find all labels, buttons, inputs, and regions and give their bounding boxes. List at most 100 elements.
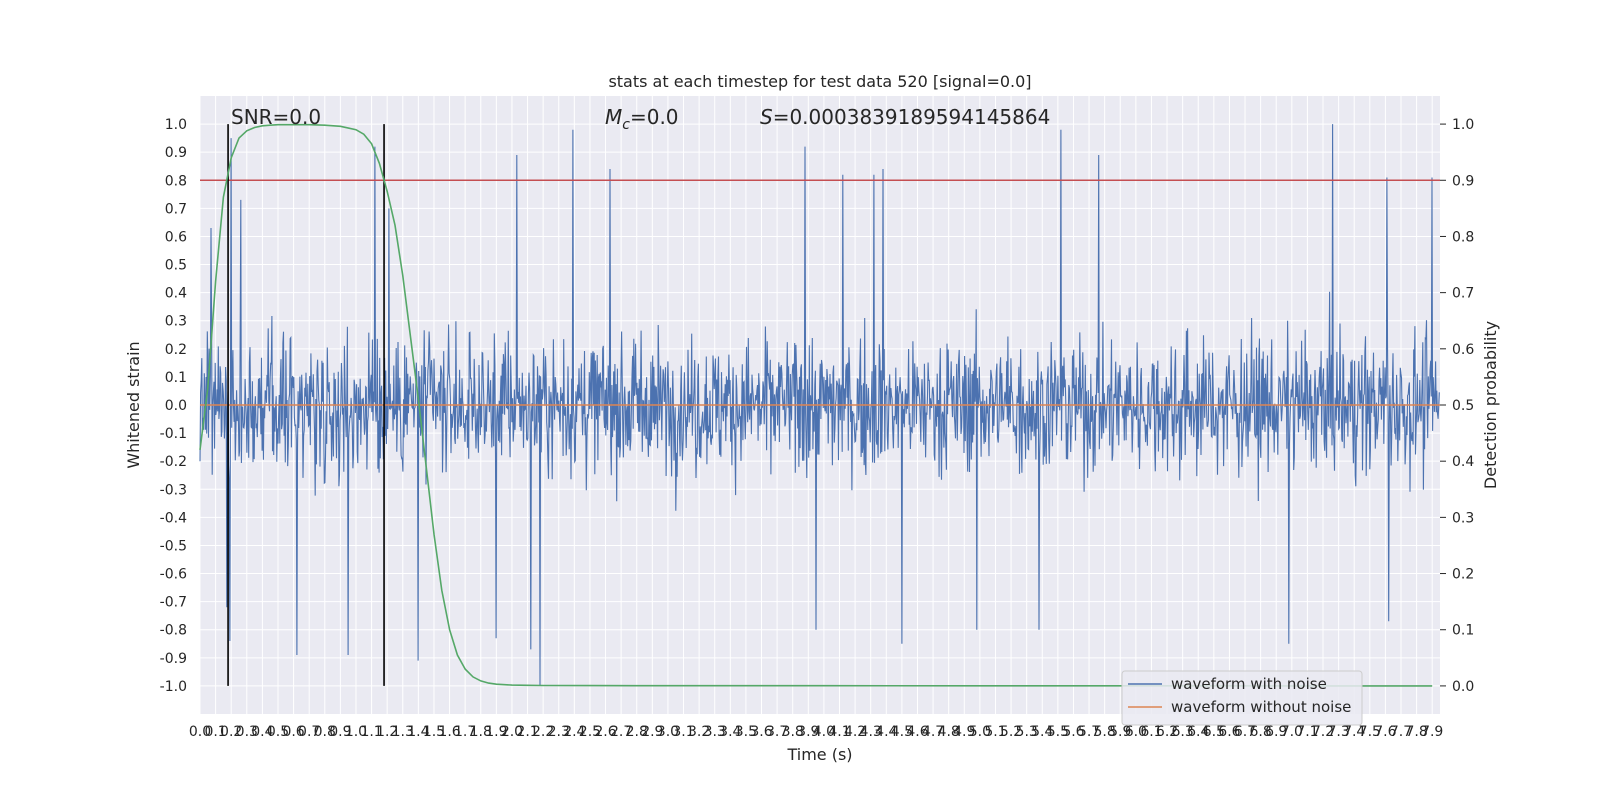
y-axis-ticks: 1.0 0.9 0.8 0.7 0.6 0.5 0.4 0.3 0.2 0.1 0.0 -0.1 -0.… bbox=[160, 117, 187, 695]
x-tick-label: 4.4 bbox=[875, 724, 897, 740]
y-tick-label: -1.0 bbox=[160, 679, 187, 695]
chirp-mass-symbol: M bbox=[605, 105, 622, 129]
x-tick-label: 1.3 bbox=[392, 724, 414, 740]
x-tick-label: 6.6 bbox=[1218, 724, 1240, 740]
y-tick-label: -0.1 bbox=[160, 426, 187, 442]
x-tick-label: 6.5 bbox=[1203, 724, 1225, 740]
x-tick-label: 6.8 bbox=[1249, 724, 1271, 740]
x-tick-label: 0.9 bbox=[329, 724, 351, 740]
x-tick-label: 7.8 bbox=[1405, 724, 1427, 740]
noisy-waveform-path bbox=[199, 124, 1440, 686]
x-tick-label: 5.0 bbox=[969, 724, 991, 740]
y2-tick-label: 0.8 bbox=[1452, 229, 1474, 245]
x-tick-label: 7.7 bbox=[1390, 724, 1412, 740]
x-tick-label: 5.9 bbox=[1109, 724, 1131, 740]
y2-tick-label: 0.0 bbox=[1452, 679, 1474, 695]
x-tick-label: 4.5 bbox=[891, 724, 913, 740]
statistic-symbol: S bbox=[760, 105, 773, 129]
y-tick-label: -0.7 bbox=[160, 595, 187, 611]
chart-title: stats at each timestep for test data 520… bbox=[608, 72, 1031, 91]
x-tick-label: 2.8 bbox=[626, 724, 648, 740]
x-tick-label: 5.7 bbox=[1078, 724, 1100, 740]
legend-label-clean: waveform without noise bbox=[1171, 698, 1351, 716]
x-axis-label: Time (s) bbox=[786, 745, 852, 764]
x-tick-label: 5.3 bbox=[1016, 724, 1038, 740]
y-axis-label: Whitened strain bbox=[124, 341, 143, 468]
y-tick-label: 0.2 bbox=[165, 342, 187, 358]
x-axis-ticks: 0.00.10.20.30.40.50.60.70.80.91.01.11.21… bbox=[189, 724, 1443, 740]
y2-tick-label: 0.4 bbox=[1452, 454, 1474, 470]
x-tick-label: 4.0 bbox=[813, 724, 835, 740]
x-tick-label: 5.2 bbox=[1000, 724, 1022, 740]
x-tick-label: 7.4 bbox=[1343, 724, 1365, 740]
x-tick-label: 3.4 bbox=[719, 724, 741, 740]
x-tick-label: 5.1 bbox=[984, 724, 1006, 740]
y2-tick-label: 0.7 bbox=[1452, 286, 1474, 302]
x-tick-label: 7.1 bbox=[1296, 724, 1318, 740]
y-tick-label: -0.5 bbox=[160, 538, 187, 554]
y2-axis-label: Detection probability bbox=[1481, 321, 1500, 489]
y-tick-label: 0.9 bbox=[165, 145, 187, 161]
x-tick-label: 1.0 bbox=[345, 724, 367, 740]
x-tick-label: 1.4 bbox=[407, 724, 429, 740]
x-tick-label: 6.4 bbox=[1187, 724, 1209, 740]
x-tick-label: 0.6 bbox=[282, 724, 304, 740]
x-tick-label: 3.6 bbox=[750, 724, 772, 740]
y-tick-label: 0.6 bbox=[165, 229, 187, 245]
x-tick-label: 2.9 bbox=[641, 724, 663, 740]
y-tick-label: 0.3 bbox=[165, 314, 187, 330]
x-tick-label: 0.3 bbox=[236, 724, 258, 740]
x-tick-label: 1.8 bbox=[470, 724, 492, 740]
x-tick-label: 3.3 bbox=[704, 724, 726, 740]
x-tick-label: 4.2 bbox=[844, 724, 866, 740]
y-tick-label: -0.6 bbox=[160, 567, 187, 583]
marker-lines bbox=[227, 124, 385, 686]
legend-label-noisy: waveform with noise bbox=[1171, 675, 1327, 693]
chirp-mass-subscript: c bbox=[622, 117, 630, 133]
x-tick-label: 5.8 bbox=[1094, 724, 1116, 740]
y-tick-label: 0.1 bbox=[165, 370, 187, 386]
x-tick-label: 5.5 bbox=[1047, 724, 1069, 740]
x-tick-label: 2.1 bbox=[516, 724, 538, 740]
x-tick-label: 6.3 bbox=[1172, 724, 1194, 740]
x-tick-label: 2.6 bbox=[594, 724, 616, 740]
detection-probability-line bbox=[199, 123, 1433, 687]
x-tick-label: 3.9 bbox=[797, 724, 819, 740]
y2-tick-label: 1.0 bbox=[1452, 117, 1474, 133]
y-tick-label: -0.8 bbox=[160, 623, 187, 639]
y-tick-label: -0.2 bbox=[160, 454, 187, 470]
x-tick-label: 1.9 bbox=[485, 724, 507, 740]
x-tick-label: 1.2 bbox=[376, 724, 398, 740]
y-tick-label: 0.4 bbox=[165, 286, 187, 302]
y-tick-label: -0.4 bbox=[160, 510, 187, 526]
x-tick-label: 3.1 bbox=[672, 724, 694, 740]
x-tick-label: 6.2 bbox=[1156, 724, 1178, 740]
y2-tick-label: 0.1 bbox=[1452, 623, 1474, 639]
x-tick-label: 1.1 bbox=[360, 724, 382, 740]
x-tick-label: 6.7 bbox=[1234, 724, 1256, 740]
chirp-mass-annotation: Mc=0.0 bbox=[605, 105, 679, 133]
x-tick-label: 1.5 bbox=[423, 724, 445, 740]
x-tick-label: 2.7 bbox=[610, 724, 632, 740]
x-tick-label: 3.7 bbox=[766, 724, 788, 740]
x-tick-label: 4.1 bbox=[828, 724, 850, 740]
y2-tick-label: 0.9 bbox=[1452, 173, 1474, 189]
y2-tick-label: 0.2 bbox=[1452, 567, 1474, 583]
x-tick-label: 5.4 bbox=[1031, 724, 1053, 740]
y2-axis-ticks: 1.0 0.9 0.8 0.7 0.6 0.5 0.4 0.3 0.2 0.1 0.0 bbox=[1440, 117, 1474, 695]
chirp-mass-value: =0.0 bbox=[630, 105, 679, 129]
y-tick-label: -0.3 bbox=[160, 482, 187, 498]
y2-tick-label: 0.3 bbox=[1452, 510, 1474, 526]
legend: waveform with noise waveform without noi… bbox=[1121, 670, 1363, 726]
x-tick-label: 4.7 bbox=[922, 724, 944, 740]
x-tick-label: 3.8 bbox=[782, 724, 804, 740]
y2-tick-label: 0.5 bbox=[1452, 398, 1474, 414]
x-tick-label: 7.2 bbox=[1312, 724, 1334, 740]
x-tick-label: 4.3 bbox=[860, 724, 882, 740]
x-tick-label: 3.0 bbox=[657, 724, 679, 740]
x-tick-label: 3.2 bbox=[688, 724, 710, 740]
x-tick-label: 6.0 bbox=[1125, 724, 1147, 740]
x-tick-label: 2.5 bbox=[579, 724, 601, 740]
x-tick-label: 4.6 bbox=[906, 724, 928, 740]
